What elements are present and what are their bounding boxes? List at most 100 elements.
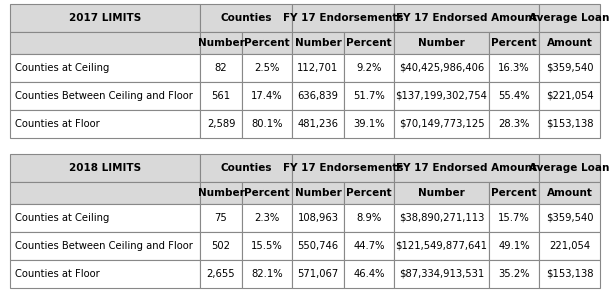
Text: Amount: Amount (547, 188, 592, 198)
Text: Number: Number (295, 188, 342, 198)
Bar (10, 182, 200, 204)
Bar (10, 110, 200, 138)
Bar (344, 110, 394, 138)
Bar (10, 232, 200, 260)
Bar (394, 154, 539, 182)
Bar (292, 232, 344, 260)
Text: 75: 75 (215, 213, 228, 223)
Bar (489, 182, 539, 204)
Text: Average Loan: Average Loan (529, 13, 609, 23)
Bar (242, 182, 292, 204)
Bar (344, 54, 394, 82)
Bar (242, 110, 292, 138)
Text: Average Loan: Average Loan (529, 163, 609, 173)
Bar (489, 204, 539, 232)
Bar (10, 204, 200, 232)
Text: 550,746: 550,746 (298, 241, 339, 251)
Bar (539, 154, 600, 182)
Bar (394, 82, 489, 110)
Bar (292, 154, 394, 182)
Text: 2017 LIMITS: 2017 LIMITS (69, 13, 141, 23)
Text: 221,054: 221,054 (549, 241, 590, 251)
Text: Number: Number (198, 38, 245, 48)
Bar (292, 182, 344, 204)
Text: Percent: Percent (244, 188, 290, 198)
Bar (344, 232, 394, 260)
Text: 46.4%: 46.4% (353, 269, 385, 279)
Bar (200, 82, 242, 110)
Bar (10, 54, 200, 82)
Bar (394, 204, 489, 232)
Text: 82: 82 (215, 63, 228, 73)
Text: 2018 LIMITS: 2018 LIMITS (69, 163, 141, 173)
Bar (539, 4, 600, 32)
Text: $70,149,773,125: $70,149,773,125 (399, 119, 484, 129)
Bar (242, 204, 292, 232)
Text: $87,334,913,531: $87,334,913,531 (399, 269, 484, 279)
Text: 51.7%: 51.7% (353, 91, 385, 101)
Bar (10, 32, 200, 54)
Text: $121,549,877,641: $121,549,877,641 (395, 241, 487, 251)
Text: 2,655: 2,655 (207, 269, 235, 279)
Bar (200, 232, 242, 260)
Bar (200, 182, 242, 204)
Bar (200, 204, 242, 232)
Bar (292, 204, 344, 232)
Bar (489, 82, 539, 110)
Text: 481,236: 481,236 (298, 119, 339, 129)
Text: $40,425,986,406: $40,425,986,406 (399, 63, 484, 73)
Bar (489, 54, 539, 82)
Bar (10, 154, 200, 182)
Text: 55.4%: 55.4% (498, 91, 530, 101)
Text: FY 17 Endorsed Amount: FY 17 Endorsed Amount (396, 13, 537, 23)
Bar (394, 110, 489, 138)
Bar (394, 260, 489, 288)
Bar (394, 32, 489, 54)
Bar (394, 54, 489, 82)
Bar (292, 82, 344, 110)
Bar (292, 110, 344, 138)
Text: Counties at Floor: Counties at Floor (15, 269, 100, 279)
Text: 502: 502 (212, 241, 231, 251)
Text: $359,540: $359,540 (546, 63, 594, 73)
Text: 15.7%: 15.7% (498, 213, 530, 223)
Text: FY 17 Endorsements: FY 17 Endorsements (283, 163, 403, 173)
Text: $221,054: $221,054 (546, 91, 594, 101)
Bar (394, 182, 489, 204)
Text: 9.2%: 9.2% (356, 63, 382, 73)
Bar (10, 82, 200, 110)
Text: 49.1%: 49.1% (498, 241, 530, 251)
Text: Percent: Percent (491, 188, 537, 198)
Bar (344, 32, 394, 54)
Text: Number: Number (418, 38, 465, 48)
Text: $153,138: $153,138 (546, 269, 594, 279)
Text: Number: Number (418, 188, 465, 198)
Bar (539, 232, 600, 260)
Bar (344, 204, 394, 232)
Bar (242, 82, 292, 110)
Text: 108,963: 108,963 (298, 213, 339, 223)
Bar (200, 32, 242, 54)
Text: Counties at Floor: Counties at Floor (15, 119, 100, 129)
Bar (200, 110, 242, 138)
Text: Percent: Percent (346, 188, 392, 198)
Bar (242, 54, 292, 82)
Bar (394, 232, 489, 260)
Bar (539, 204, 600, 232)
Text: FY 17 Endorsements: FY 17 Endorsements (283, 13, 403, 23)
Bar (539, 260, 600, 288)
Text: 8.9%: 8.9% (356, 213, 382, 223)
Bar (200, 154, 292, 182)
Text: $153,138: $153,138 (546, 119, 594, 129)
Text: $38,890,271,113: $38,890,271,113 (399, 213, 484, 223)
Text: 2,589: 2,589 (207, 119, 235, 129)
Bar (539, 32, 600, 54)
Bar (200, 4, 292, 32)
Text: 112,701: 112,701 (298, 63, 339, 73)
Bar (344, 260, 394, 288)
Bar (292, 260, 344, 288)
Bar (489, 260, 539, 288)
Text: 82.1%: 82.1% (251, 269, 283, 279)
Text: Percent: Percent (346, 38, 392, 48)
Text: Percent: Percent (491, 38, 537, 48)
